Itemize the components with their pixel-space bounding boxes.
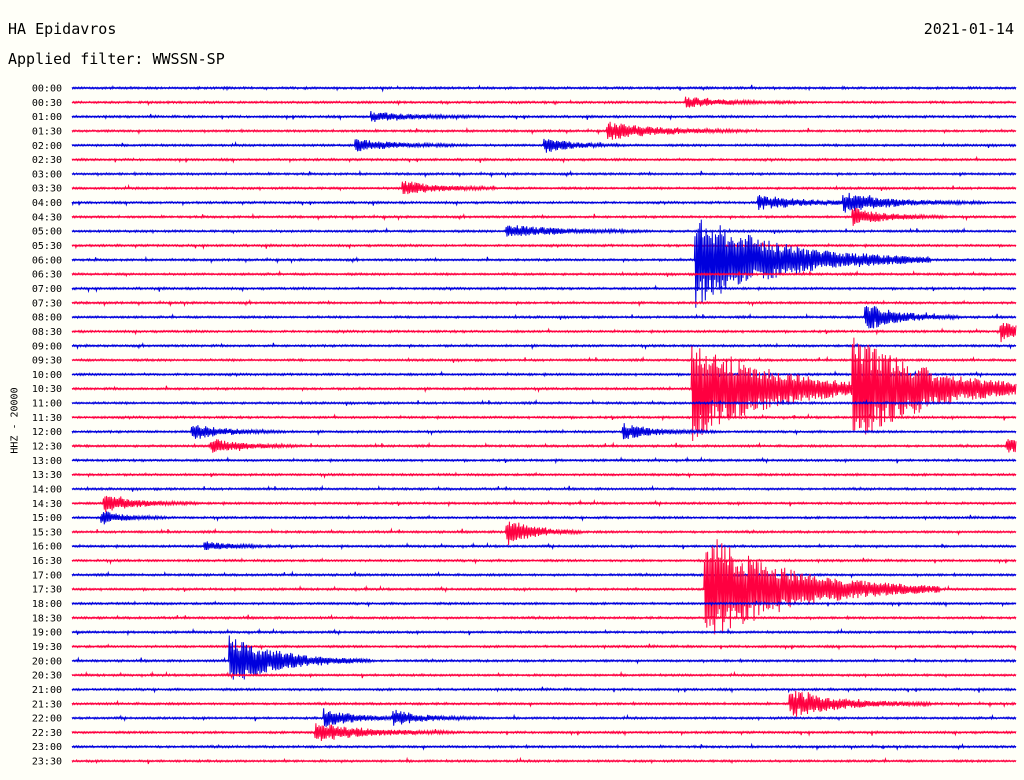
row-time-label: 00:00	[32, 84, 62, 95]
trace-row	[71, 322, 1017, 343]
row-time-label: 13:00	[32, 456, 62, 467]
trace-row	[71, 181, 1017, 195]
row-time-label: 20:00	[32, 656, 62, 667]
row-time-label: 05:00	[32, 227, 62, 238]
trace-row	[71, 121, 1017, 140]
row-time-label: 04:30	[32, 212, 62, 223]
trace-row	[71, 686, 1017, 694]
trace-row	[71, 635, 1017, 680]
row-time-label: 15:00	[32, 513, 62, 524]
row-time-label: 23:00	[32, 742, 62, 753]
row-time-label: 00:30	[32, 98, 62, 109]
row-time-label: 03:30	[32, 184, 62, 195]
trace-row	[71, 495, 1017, 513]
row-time-label: 19:00	[32, 628, 62, 639]
row-time-label: 01:30	[32, 126, 62, 137]
row-time-label: 09:00	[32, 341, 62, 352]
row-time-label: 04:00	[32, 198, 62, 209]
row-time-label: 07:30	[32, 298, 62, 309]
trace-row	[71, 541, 1017, 551]
row-time-label: 12:00	[32, 427, 62, 438]
row-time-label: 16:00	[32, 542, 62, 553]
row-time-label: 08:00	[32, 313, 62, 324]
row-time-label: 17:30	[32, 585, 62, 596]
row-time-label: 05:30	[32, 241, 62, 252]
row-time-label: 02:30	[32, 155, 62, 166]
row-time-label: 09:30	[32, 356, 62, 367]
row-time-label: 15:30	[32, 527, 62, 538]
row-time-label: 08:30	[32, 327, 62, 338]
row-time-label: 10:00	[32, 370, 62, 381]
row-time-label: 19:30	[32, 642, 62, 653]
row-time-label: 16:30	[32, 556, 62, 567]
row-time-label: 22:00	[32, 714, 62, 725]
trace-row	[71, 690, 1017, 717]
row-time-label: 18:00	[32, 599, 62, 610]
date-label: 2021-01-14	[923, 20, 1014, 38]
row-time-label: 14:00	[32, 484, 62, 495]
row-time-label: 23:30	[32, 757, 62, 768]
row-time-label: 11:00	[32, 399, 62, 410]
row-time-label: 21:00	[32, 685, 62, 696]
station-title: HA Epidavros	[8, 20, 117, 38]
row-time-label: 20:30	[32, 671, 62, 682]
row-time-label: 11:30	[32, 413, 62, 424]
row-time-label: 02:00	[32, 141, 62, 152]
trace-row	[71, 708, 1017, 728]
row-time-label: 22:30	[32, 728, 62, 739]
row-time-label: 10:30	[32, 384, 62, 395]
row-time-label: 17:00	[32, 570, 62, 581]
row-time-label: 12:30	[32, 442, 62, 453]
row-time-label: 14:30	[32, 499, 62, 510]
row-time-label: 07:00	[32, 284, 62, 295]
row-time-label: 06:00	[32, 255, 62, 266]
trace-row	[71, 413, 1017, 422]
trace-row	[71, 539, 1017, 635]
row-time-label: 01:00	[32, 112, 62, 123]
row-time-label: 06:30	[32, 270, 62, 281]
row-time-label: 21:30	[32, 699, 62, 710]
trace-row	[71, 521, 1017, 546]
row-time-label: 03:00	[32, 169, 62, 180]
row-time-label: 13:30	[32, 470, 62, 481]
trace-row	[71, 219, 1017, 308]
filter-label: Applied filter: WWSSN-SP	[8, 50, 225, 68]
row-time-label: 18:30	[32, 613, 62, 624]
